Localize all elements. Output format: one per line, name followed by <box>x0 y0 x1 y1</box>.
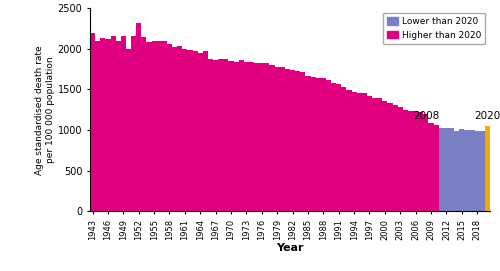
Bar <box>106 39 110 211</box>
Bar <box>208 59 213 211</box>
Bar <box>408 111 413 211</box>
Bar <box>331 83 336 211</box>
Bar <box>110 36 116 211</box>
Bar <box>121 36 126 211</box>
Bar <box>377 98 382 211</box>
Bar <box>198 53 203 211</box>
Bar <box>336 84 342 211</box>
Bar <box>172 47 177 211</box>
Bar <box>177 46 182 211</box>
Bar <box>126 49 131 211</box>
Bar <box>480 131 485 211</box>
Bar <box>434 125 438 211</box>
Bar <box>259 63 264 211</box>
Bar <box>413 111 418 211</box>
Bar <box>316 78 321 211</box>
Bar <box>142 37 146 211</box>
Bar <box>270 65 274 211</box>
Bar <box>238 60 244 211</box>
Bar <box>244 62 249 211</box>
Bar <box>459 129 464 211</box>
Bar <box>300 72 306 211</box>
Bar <box>352 92 356 211</box>
Bar <box>136 23 141 211</box>
Bar <box>188 50 192 211</box>
Bar <box>285 69 290 211</box>
Bar <box>362 93 367 211</box>
Bar <box>485 126 490 211</box>
Bar <box>162 41 167 211</box>
Bar <box>152 41 156 211</box>
Bar <box>438 128 444 211</box>
Bar <box>146 42 152 211</box>
Bar <box>392 105 398 211</box>
Bar <box>203 51 208 211</box>
X-axis label: Year: Year <box>276 243 304 253</box>
Bar <box>326 80 331 211</box>
Bar <box>116 41 121 211</box>
Bar <box>321 78 326 211</box>
Bar <box>295 71 300 211</box>
Bar <box>234 62 238 211</box>
Bar <box>95 41 100 211</box>
Bar <box>398 107 403 211</box>
Bar <box>346 90 352 211</box>
Bar <box>418 112 424 211</box>
Bar <box>192 51 198 211</box>
Bar <box>372 98 377 211</box>
Bar <box>424 114 428 211</box>
Bar <box>274 67 280 211</box>
Bar <box>388 103 392 211</box>
Bar <box>474 131 480 211</box>
Bar <box>449 128 454 211</box>
Bar <box>444 128 449 211</box>
Bar <box>428 123 434 211</box>
Bar <box>264 63 270 211</box>
Bar <box>382 101 388 211</box>
Bar <box>403 110 408 211</box>
Bar <box>224 59 228 211</box>
Bar <box>356 93 362 211</box>
Bar <box>131 36 136 211</box>
Bar <box>228 61 234 211</box>
Legend: Lower than 2020, Higher than 2020: Lower than 2020, Higher than 2020 <box>382 13 486 44</box>
Y-axis label: Age standardised death rate
per 100 000 population: Age standardised death rate per 100 000 … <box>36 45 55 175</box>
Bar <box>280 67 285 211</box>
Bar <box>90 33 95 211</box>
Bar <box>254 63 259 211</box>
Bar <box>342 87 346 211</box>
Bar <box>464 130 469 211</box>
Bar <box>306 76 310 211</box>
Bar <box>100 38 105 211</box>
Bar <box>156 41 162 211</box>
Bar <box>218 59 224 211</box>
Text: 2020: 2020 <box>474 111 500 121</box>
Bar <box>310 77 316 211</box>
Bar <box>470 130 474 211</box>
Bar <box>249 62 254 211</box>
Bar <box>182 49 188 211</box>
Text: 2008: 2008 <box>413 111 439 121</box>
Bar <box>454 131 459 211</box>
Bar <box>213 60 218 211</box>
Bar <box>367 96 372 211</box>
Bar <box>290 70 295 211</box>
Bar <box>167 44 172 211</box>
